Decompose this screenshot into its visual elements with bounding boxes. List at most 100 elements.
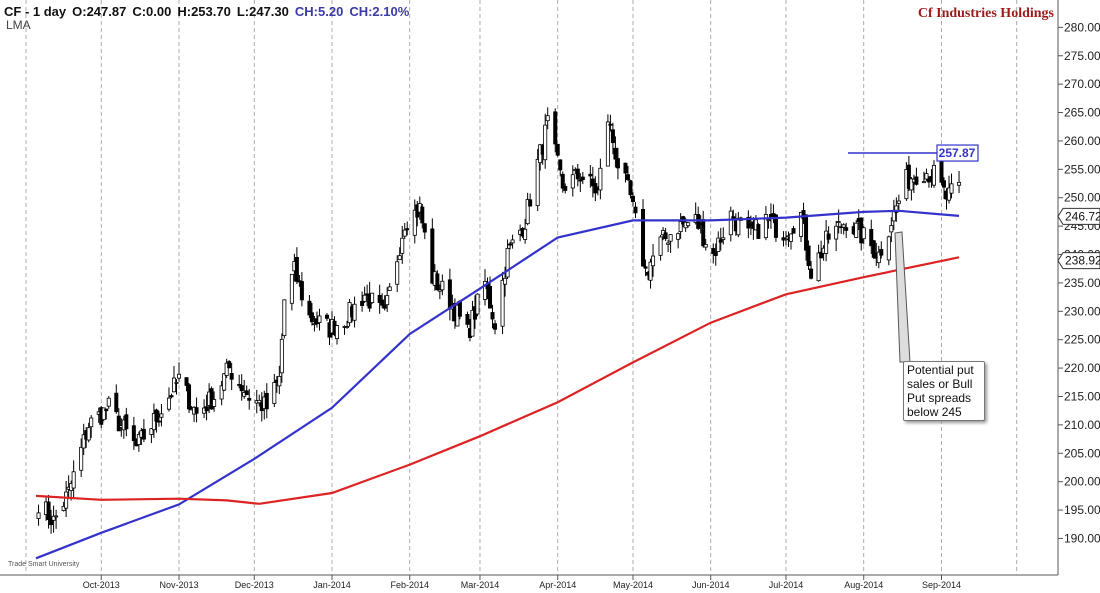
candle-body (505, 247, 510, 278)
candle-body (309, 312, 314, 323)
candle-body (412, 209, 417, 236)
candle-body (385, 295, 390, 306)
candle-body (555, 143, 560, 156)
ohlc-header: CF - 1 day O:247.87 C:0.00 H:253.70 L:247.30… (4, 4, 415, 19)
candle-body (703, 244, 708, 248)
y-tick-label: 265.00 (1064, 106, 1100, 120)
candle-body (535, 158, 540, 207)
candle-body (668, 234, 673, 242)
y-tick-label: 205.00 (1064, 446, 1100, 460)
candle-body (435, 273, 440, 291)
candle-body (54, 515, 59, 518)
candle-body (71, 471, 76, 489)
candle-body (272, 382, 277, 404)
x-tick-label: Oct-2013 (83, 580, 120, 590)
candle-body (613, 147, 618, 160)
candle-body (430, 228, 435, 284)
x-tick-label: Jul-2014 (769, 580, 804, 590)
candle-body (289, 273, 294, 304)
candle-body (625, 174, 630, 181)
candle-body (834, 225, 839, 240)
y-tick-label: 225.00 (1064, 333, 1100, 347)
candle-body (663, 232, 668, 240)
candle-body (307, 300, 312, 316)
candle-body (799, 211, 804, 237)
candle-body (493, 323, 498, 330)
candle-body (543, 124, 548, 161)
candle-body (299, 281, 304, 301)
candle-body (756, 224, 761, 239)
x-tick-label: May-2014 (613, 580, 653, 590)
candle-body (482, 281, 487, 300)
candle-body (324, 314, 329, 319)
resistance-price-label: 257.87 (939, 146, 976, 160)
candle-body (879, 249, 884, 256)
y-tick-label: 280.00 (1064, 20, 1100, 34)
y-tick-label: 190.00 (1064, 531, 1100, 545)
candle-body (136, 434, 141, 445)
candle-body (906, 164, 911, 189)
candle-body (651, 255, 656, 267)
y-tick-label: 255.00 (1064, 162, 1100, 176)
price-tag (1057, 252, 1100, 270)
candle-body (789, 233, 794, 242)
candle-body (104, 408, 109, 412)
candle-body (488, 286, 493, 309)
candle-body (277, 375, 282, 387)
candle-body (212, 399, 217, 407)
candle-body (921, 181, 926, 184)
candle-body (854, 222, 859, 238)
candle-body (224, 362, 229, 376)
candle-body (721, 237, 726, 240)
candle-body (869, 228, 874, 247)
candle-body (783, 238, 788, 241)
candle-body (171, 377, 176, 393)
x-tick-label: Sep-2014 (922, 580, 961, 590)
candle-body (36, 512, 41, 519)
candle-body (154, 409, 159, 422)
candle-body (352, 303, 357, 321)
candle-body (264, 392, 269, 410)
x-tick-label: Feb-2014 (390, 580, 429, 590)
candle-body (402, 229, 407, 237)
y-tick-label: 195.00 (1064, 503, 1100, 517)
candle-body (222, 373, 227, 391)
candle-body (387, 286, 392, 291)
candle-body (598, 167, 603, 191)
x-tick-label: Dec-2013 (235, 580, 274, 590)
close-value: C:0.00 (132, 4, 172, 19)
candle-body (578, 179, 583, 182)
candle-body (553, 111, 558, 145)
resistance-price-box (936, 144, 979, 162)
candle-body (610, 129, 615, 144)
candle-body (844, 227, 849, 231)
candle-body (312, 323, 317, 326)
candle-body (114, 392, 119, 413)
candle-body (824, 230, 829, 254)
candle-body (279, 338, 284, 374)
candle-body (508, 243, 513, 246)
y-tick-label: 230.00 (1064, 304, 1100, 318)
candle-body (229, 373, 234, 380)
y-tick-label: 235.00 (1064, 276, 1100, 290)
candle-body (701, 219, 706, 247)
candle-body (239, 385, 244, 392)
candle-body (345, 326, 350, 328)
candle-body (447, 279, 452, 310)
candle-body (257, 399, 262, 404)
y-tick-label: 215.00 (1064, 389, 1100, 403)
candle-body (641, 209, 646, 267)
candle-body (947, 187, 952, 201)
candle-body (658, 236, 663, 256)
x-axis: Oct-2013 Nov-2013 Dec-2013 Jan-2014 Feb-2014… (83, 575, 961, 590)
chart-overlays: 257.87 246.72 238.92 (848, 144, 1100, 363)
candle-body (510, 239, 515, 244)
candle-body (51, 515, 56, 521)
candle-body (545, 115, 550, 122)
candle-body (528, 199, 533, 207)
candle-body (678, 221, 683, 233)
candle-body (580, 176, 585, 180)
candle-body (633, 206, 638, 214)
candle-body (151, 413, 156, 431)
